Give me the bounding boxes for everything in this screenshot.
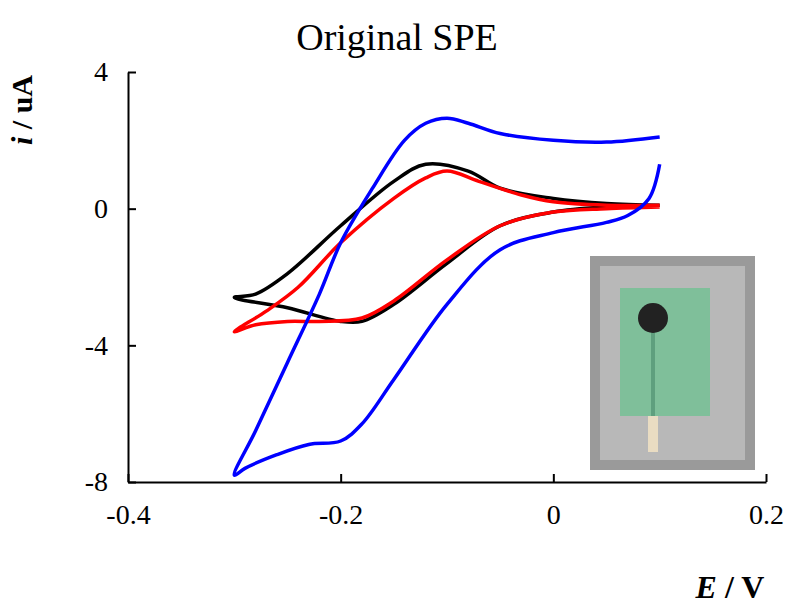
x-axis-line	[129, 482, 767, 484]
y-tick-label: 0	[94, 193, 108, 224]
title: Original SPE	[296, 16, 498, 58]
x-tick: 0.2	[749, 474, 784, 530]
x-tick-mark	[766, 474, 768, 482]
chart: Original SPE -0.4 -0.2 0 0.2 -8 -4 0 4 i / uA E / …	[0, 0, 804, 612]
y-tick-mark	[128, 208, 136, 210]
y-tick: 4	[94, 56, 136, 87]
y-axis-line	[128, 73, 130, 483]
x-tick: 0	[547, 474, 561, 530]
y-tick-label: 4	[94, 56, 108, 87]
x-axis: -0.4 -0.2 0 0.2	[106, 474, 784, 530]
inset-background	[590, 256, 755, 470]
x-tick-label: -0.2	[319, 499, 363, 530]
y-tick-mark	[128, 345, 136, 347]
inset-electrode-body	[620, 288, 710, 416]
inset-track	[651, 330, 655, 416]
x-tick-label: 0	[547, 499, 561, 530]
x-tick-mark	[553, 474, 555, 482]
x-tick-label: 0.2	[749, 499, 784, 530]
inset-working-electrode	[638, 303, 668, 333]
y-tick: -8	[85, 466, 136, 497]
inset-backing	[600, 266, 745, 460]
x-tick: -0.2	[319, 474, 363, 530]
y-axis-title: i / uA	[5, 75, 38, 145]
y-axis: -8 -4 0 4	[85, 56, 136, 497]
inset-contact	[648, 416, 658, 452]
y-tick-mark	[128, 482, 136, 484]
y-tick-label: -8	[85, 466, 108, 497]
y-tick: -4	[85, 330, 136, 361]
inset-photo	[590, 256, 755, 470]
y-tick: 0	[94, 193, 136, 224]
y-tick-mark	[128, 72, 136, 74]
y-tick-label: -4	[85, 330, 108, 361]
x-tick: -0.4	[106, 474, 150, 530]
x-tick-mark	[340, 474, 342, 482]
x-axis-title: E / V	[695, 569, 765, 605]
x-tick-label: -0.4	[106, 499, 150, 530]
